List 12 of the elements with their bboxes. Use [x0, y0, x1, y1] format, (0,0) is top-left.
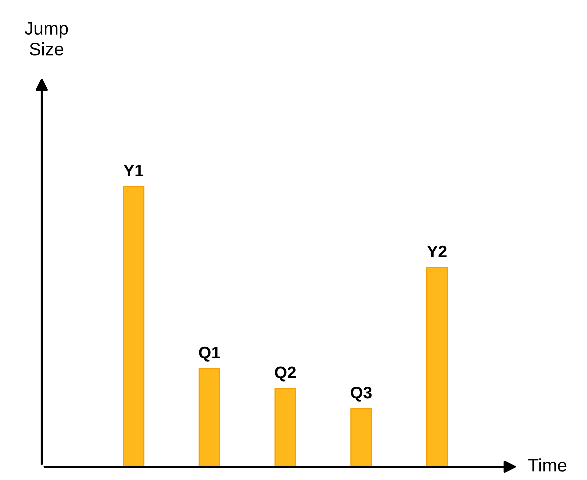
- x-tick-label: Y2: [427, 246, 447, 258]
- bar: [274, 388, 296, 467]
- x-tick-label: Q3: [350, 386, 372, 402]
- bar: [123, 186, 145, 467]
- bar: [426, 267, 448, 467]
- bar: [198, 368, 220, 467]
- x-tick-label: Y1: [124, 165, 144, 177]
- bar: [350, 408, 372, 467]
- x-tick-label: Q1: [199, 346, 220, 362]
- x-tick-label: Q2: [275, 366, 296, 382]
- text: Jump Size: [24, 22, 68, 56]
- x-axis-title: Time: [528, 458, 567, 472]
